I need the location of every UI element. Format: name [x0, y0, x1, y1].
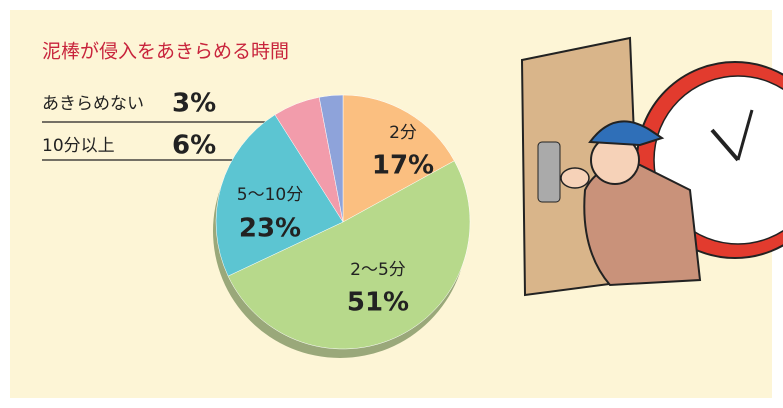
value-label: 6% [172, 131, 216, 161]
category-label: 2分 [389, 123, 417, 143]
chart-title: 泥棒が侵入をあきらめる時間 [42, 41, 289, 63]
category-label: 10分以上 [42, 136, 115, 156]
category-label: あきらめない [42, 94, 144, 114]
category-label: 2〜5分 [350, 260, 406, 280]
value-label: 23% [239, 214, 301, 244]
value-label: 17% [372, 151, 434, 181]
value-label: 3% [172, 89, 216, 119]
category-label: 5〜10分 [237, 185, 303, 205]
chart: 泥棒が侵入をあきらめる時間 2分 17% 2〜5分 51% 5〜10分 23% 10分以上 6… [0, 0, 783, 408]
value-label: 51% [347, 288, 409, 318]
